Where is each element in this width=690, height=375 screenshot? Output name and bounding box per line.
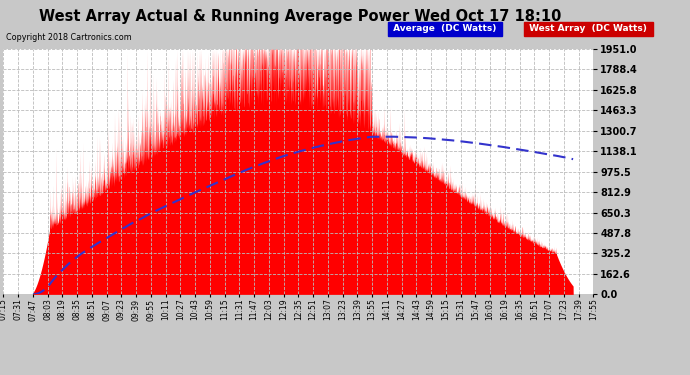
Text: West Array  (DC Watts): West Array (DC Watts) [526, 24, 651, 33]
Text: West Array Actual & Running Average Power Wed Oct 17 18:10: West Array Actual & Running Average Powe… [39, 9, 562, 24]
Text: Copyright 2018 Cartronics.com: Copyright 2018 Cartronics.com [6, 33, 131, 42]
Text: Average  (DC Watts): Average (DC Watts) [390, 24, 500, 33]
